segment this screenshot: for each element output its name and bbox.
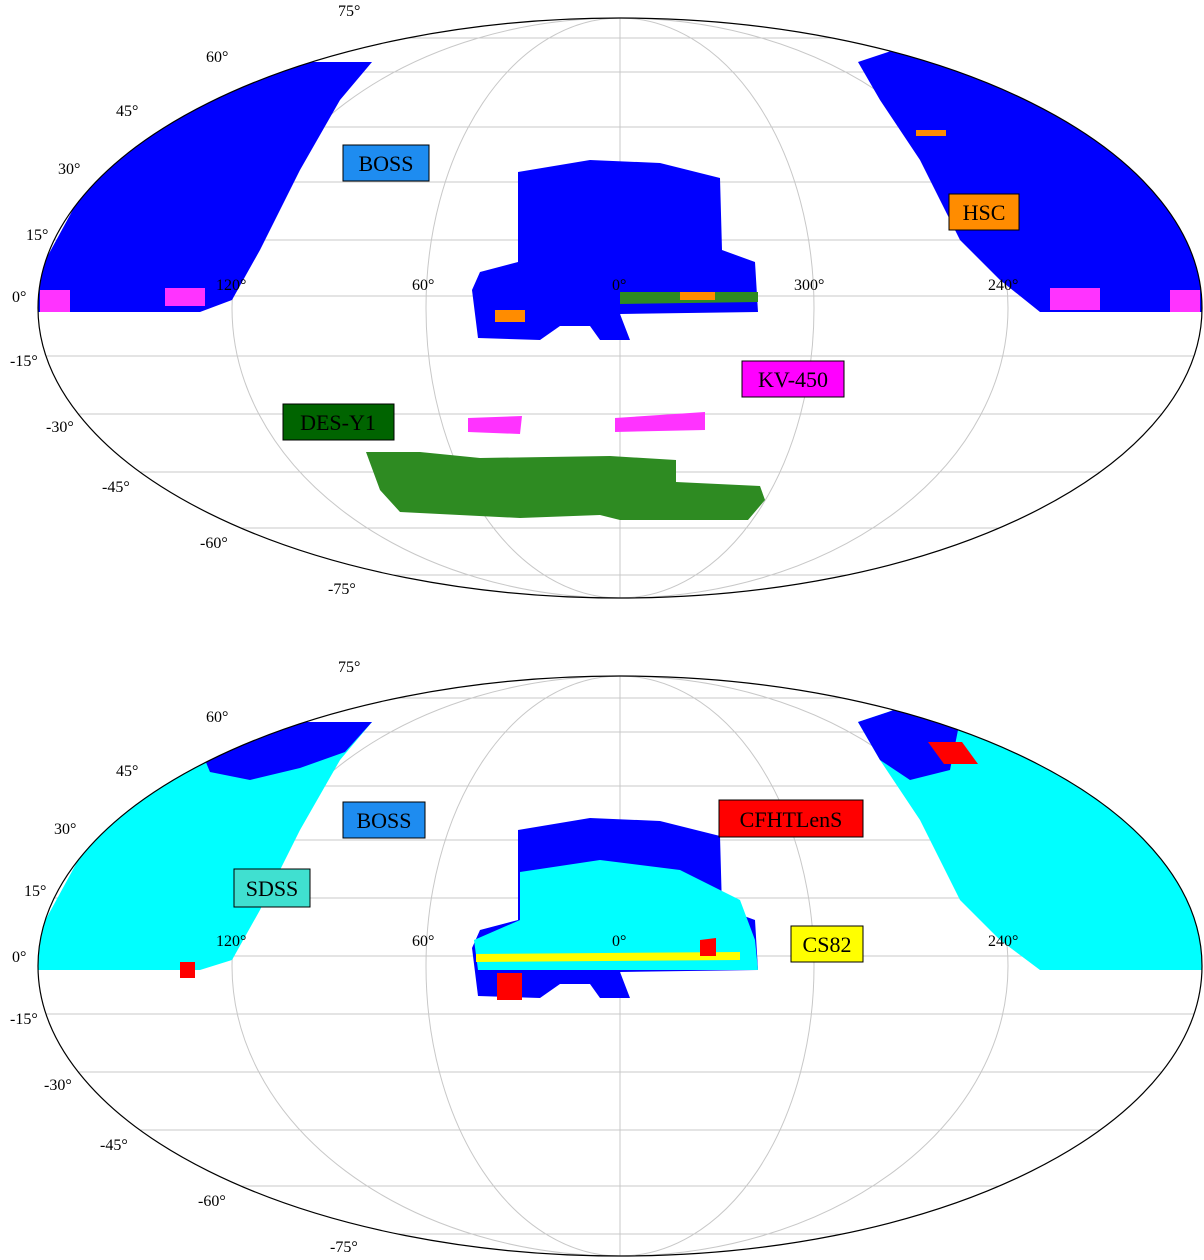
legend-box xyxy=(342,801,426,839)
legend-cs82: CS82 xyxy=(790,925,864,963)
footprint-cfhtlens xyxy=(928,742,978,764)
footprint-sdss xyxy=(858,708,1202,970)
lon-tick: 120° xyxy=(216,933,246,950)
sky-map-bottom: 75° 60° 45° 30° 15° 0° -15° -30° -45° -6… xyxy=(0,640,1204,1260)
legend-label: KV-450 xyxy=(758,367,828,392)
mollweide-map-top: 75° 60° 45° 30° 15° 0° -15° -30° -45° -6… xyxy=(10,3,1203,599)
lat-tick: -60° xyxy=(200,535,228,552)
footprint-cs82 xyxy=(476,952,740,962)
legend-label: SDSS xyxy=(246,876,299,901)
lat-tick: 45° xyxy=(116,103,138,120)
lat-tick: 30° xyxy=(58,161,80,178)
lon-tick-labels: 120° 60° 0° 240° xyxy=(216,933,1018,950)
lat-tick: -60° xyxy=(198,1193,226,1210)
footprint-boss xyxy=(200,722,372,780)
footprint-kv450 xyxy=(468,416,522,434)
legend-label: CS82 xyxy=(803,932,852,957)
legend-label: BOSS xyxy=(356,808,411,833)
footprint-kv450 xyxy=(1170,290,1200,312)
lat-tick: 15° xyxy=(26,227,48,244)
sky-border xyxy=(37,17,1203,599)
footprint-hsc xyxy=(495,310,525,322)
lat-tick: 15° xyxy=(24,883,46,900)
sky-map-top: 75° 60° 45° 30° 15° 0° -15° -30° -45° -6… xyxy=(0,0,1204,620)
lon-tick: 120° xyxy=(216,277,246,294)
legend-box xyxy=(741,360,845,398)
lat-tick-labels: 75° 60° 45° 30° 15° 0° -15° -30° -45° -6… xyxy=(10,3,360,598)
footprint-sdss xyxy=(38,722,372,970)
lon-tick: 60° xyxy=(412,277,434,294)
footprint-hsc xyxy=(680,292,715,300)
legend-boss: BOSS xyxy=(342,801,426,839)
legend-hsc: HSC xyxy=(948,193,1020,231)
footprint-kv450 xyxy=(1050,288,1100,310)
footprint-cfhtlens xyxy=(700,938,716,956)
mollweide-map-bottom: 75° 60° 45° 30° 15° 0° -15° -30° -45° -6… xyxy=(10,659,1203,1257)
footprint-sdss xyxy=(474,860,758,970)
lat-tick: 45° xyxy=(116,763,138,780)
lon-tick: 0° xyxy=(612,277,626,294)
legend-sdss: SDSS xyxy=(233,868,311,908)
footprint-kv450 xyxy=(615,412,705,432)
lat-tick: -75° xyxy=(328,581,356,598)
footprint-boss xyxy=(858,708,960,780)
legend-label: HSC xyxy=(963,200,1006,225)
legend-label: DES-Y1 xyxy=(300,410,376,435)
lon-tick: 240° xyxy=(988,933,1018,950)
legend-boss: BOSS xyxy=(342,144,430,182)
lon-tick: 60° xyxy=(412,933,434,950)
footprint-hsc xyxy=(916,130,946,136)
footprint-desy1 xyxy=(366,452,765,520)
legend-box xyxy=(342,144,430,182)
footprint-boss xyxy=(38,62,372,312)
lat-tick: 75° xyxy=(338,659,360,676)
footprint-cfhtlens xyxy=(180,962,195,978)
lon-tick-labels: 120° 60° 0° 300° 240° xyxy=(216,277,1018,294)
lat-tick-labels: 75° 60° 45° 30° 15° 0° -15° -30° -45° -6… xyxy=(10,659,360,1256)
footprints-bottom xyxy=(38,708,1202,1000)
legend-box xyxy=(948,193,1020,231)
footprint-kv450 xyxy=(40,290,70,312)
sky-border xyxy=(37,675,1203,1257)
lat-tick: -30° xyxy=(46,419,74,436)
legend-box xyxy=(790,925,864,963)
lat-tick: -30° xyxy=(44,1077,72,1094)
lat-tick: -45° xyxy=(102,479,130,496)
legend-box xyxy=(233,868,311,908)
legend-cfhtlens: CFHTLenS xyxy=(718,799,864,838)
footprints-top xyxy=(38,48,1202,520)
legend-label: CFHTLenS xyxy=(740,807,843,832)
lat-tick: 30° xyxy=(54,821,76,838)
legend-desy1: DES-Y1 xyxy=(282,403,395,441)
footprint-boss xyxy=(858,48,1202,312)
footprint-cfhtlens xyxy=(497,973,522,1000)
legend-kv450: KV-450 xyxy=(741,360,845,398)
lat-tick: -45° xyxy=(100,1137,128,1154)
lon-tick: 300° xyxy=(794,277,824,294)
lat-tick: 0° xyxy=(12,949,26,966)
legend-label: BOSS xyxy=(358,151,413,176)
lon-tick: 0° xyxy=(612,933,626,950)
lat-tick: 75° xyxy=(338,3,360,20)
footprint-kv450 xyxy=(165,288,205,306)
lon-tick: 240° xyxy=(988,277,1018,294)
lat-tick: 60° xyxy=(206,709,228,726)
lat-tick: -15° xyxy=(10,1011,38,1028)
lat-tick: -75° xyxy=(330,1239,358,1256)
lat-tick: 60° xyxy=(206,49,228,66)
legend-box xyxy=(718,799,864,838)
lat-tick: 0° xyxy=(12,289,26,306)
lat-tick: -15° xyxy=(10,353,38,370)
legend-box xyxy=(282,403,395,441)
